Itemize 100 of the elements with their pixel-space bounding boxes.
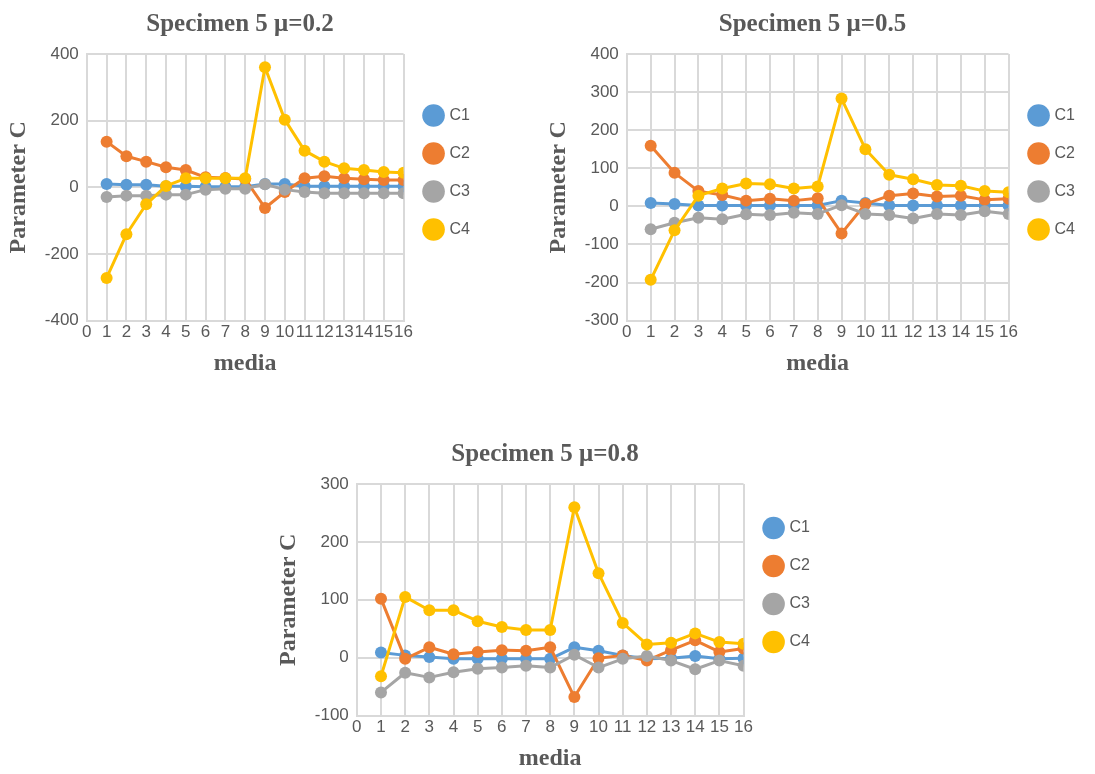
point <box>835 199 848 212</box>
y-tick-label: -200 <box>584 272 619 292</box>
point <box>716 182 729 195</box>
point <box>978 185 991 198</box>
point <box>298 185 311 198</box>
point <box>495 644 508 657</box>
y-tick-label: 200 <box>50 110 79 130</box>
point <box>787 182 800 195</box>
y-tick-label: -200 <box>44 243 79 263</box>
x-tick-label: 4 <box>161 322 171 342</box>
point <box>644 273 657 286</box>
point <box>740 177 753 190</box>
point <box>544 623 557 636</box>
x-tick-label: 11 <box>880 322 899 342</box>
x-tick-label: 8 <box>812 322 823 342</box>
x-tick-label: 3 <box>693 322 704 342</box>
point <box>423 604 436 617</box>
point <box>495 621 508 634</box>
x-tick-label: 12 <box>903 322 923 342</box>
point <box>179 188 192 201</box>
chart-title: Specimen 5 μ=0.2 <box>146 9 334 37</box>
x-tick-label: 4 <box>717 322 727 342</box>
point <box>298 172 311 185</box>
x-tick-label: 16 <box>394 322 414 342</box>
x-tick-label: 6 <box>497 717 507 737</box>
x-tick-label: 10 <box>589 717 608 737</box>
x-tick-label: 8 <box>240 322 250 342</box>
point <box>668 224 681 237</box>
point <box>258 61 271 74</box>
point <box>978 205 991 218</box>
point <box>835 92 848 105</box>
point <box>100 135 113 148</box>
point <box>338 172 351 185</box>
point <box>763 178 776 191</box>
y-tick-label: 0 <box>609 196 619 216</box>
x-tick-label: 0 <box>352 717 362 737</box>
y-tick-label: 400 <box>590 43 619 63</box>
x-tick-label: 13 <box>334 322 354 342</box>
point <box>495 661 508 674</box>
point <box>568 501 581 514</box>
x-tick-label: 10 <box>855 322 875 342</box>
point <box>930 179 943 192</box>
point <box>689 649 702 662</box>
legend-label: C1 <box>789 518 811 536</box>
point <box>377 165 390 178</box>
x-tick-label: 12 <box>314 322 334 342</box>
point <box>859 207 872 220</box>
point <box>763 192 776 205</box>
y-axis-title: Parameter C <box>543 121 570 254</box>
y-axis-title: Parameter C <box>273 533 300 666</box>
point <box>930 207 943 220</box>
x-axis-title: media <box>785 349 850 376</box>
x-tick-label: 5 <box>181 322 191 342</box>
point <box>930 190 943 203</box>
point <box>120 178 133 191</box>
point <box>399 590 412 603</box>
x-tick-label: 9 <box>569 717 580 737</box>
x-tick-label: 10 <box>275 322 295 342</box>
point <box>544 661 557 674</box>
x-tick-label: 0 <box>82 322 92 342</box>
point <box>179 172 192 185</box>
x-tick-label: 14 <box>354 322 374 342</box>
point <box>787 194 800 207</box>
point <box>375 592 387 605</box>
legend-label: C4 <box>449 219 471 237</box>
point <box>318 187 331 200</box>
point <box>357 163 370 176</box>
x-tick-label: 5 <box>472 717 483 737</box>
x-tick-label: 1 <box>101 322 112 342</box>
point <box>338 187 351 200</box>
y-axis-title: Parameter C <box>3 121 30 254</box>
y-tick-label: 0 <box>339 647 349 667</box>
x-tick-label: 3 <box>424 717 435 737</box>
x-tick-label: 4 <box>448 717 459 737</box>
y-tick-label: 100 <box>320 589 349 609</box>
point <box>787 206 800 219</box>
x-tick-label: 11 <box>613 717 632 737</box>
point <box>883 168 896 181</box>
point <box>375 686 387 699</box>
point <box>100 190 113 203</box>
point <box>763 209 776 222</box>
x-tick-label: 0 <box>622 322 632 342</box>
x-tick-label: 13 <box>927 322 947 342</box>
point <box>689 627 702 640</box>
point <box>568 691 581 704</box>
x-tick-label: 7 <box>789 322 799 342</box>
point <box>318 155 331 168</box>
y-tick-label: -100 <box>584 234 619 254</box>
point <box>907 199 920 212</box>
point <box>140 198 153 211</box>
x-tick-label: 1 <box>645 322 656 342</box>
y-tick-label: 200 <box>320 531 349 551</box>
point <box>616 616 629 629</box>
point <box>811 180 824 193</box>
point <box>568 648 581 661</box>
x-tick-label: 7 <box>521 717 531 737</box>
point <box>447 604 460 617</box>
point <box>100 271 113 284</box>
x-tick-label: 16 <box>734 717 754 737</box>
point <box>357 187 370 200</box>
